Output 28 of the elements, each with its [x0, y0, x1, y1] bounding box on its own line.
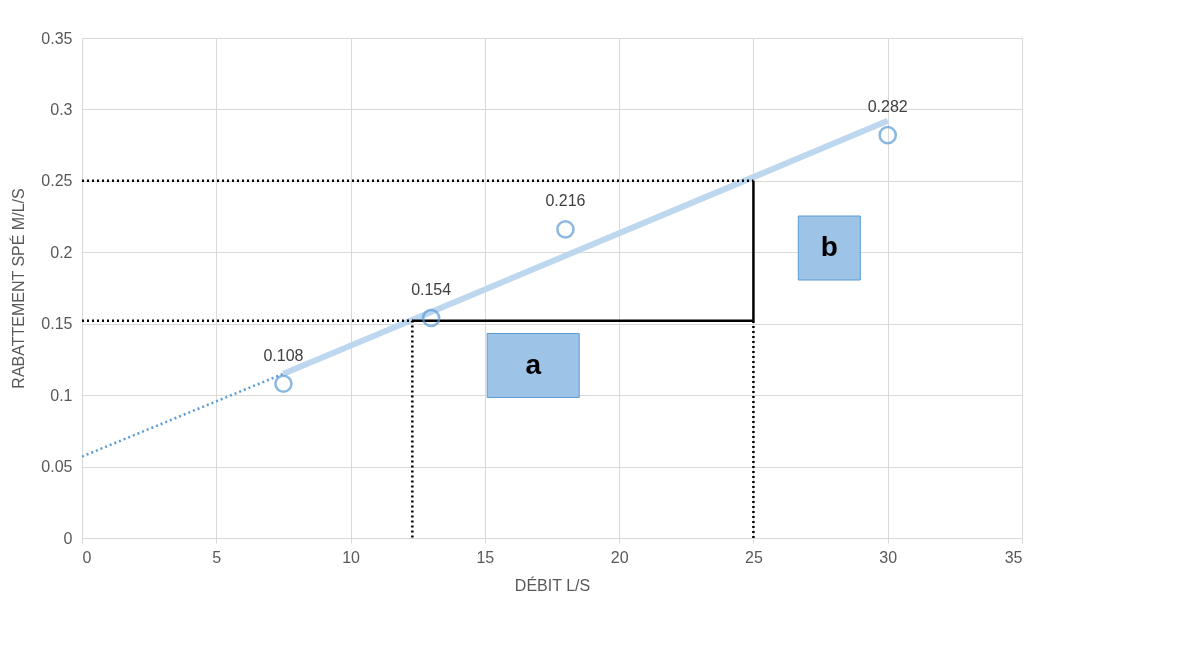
point — [878, 125, 898, 145]
y-tick-label: 0.3 — [50, 100, 73, 118]
point — [421, 308, 441, 328]
y-tick-label: 0.1 — [50, 386, 73, 404]
y-axis-title: RABATTEMENT SPÉ M/L/S — [9, 188, 28, 389]
x-tick-label: 35 — [1004, 548, 1023, 566]
y-tick-label: 0.05 — [41, 458, 73, 476]
point — [556, 220, 575, 239]
x-tick-label: 20 — [610, 548, 629, 566]
data-label: 0.154 — [411, 281, 452, 298]
data-label: 0.216 — [545, 192, 586, 210]
data-label: 0.108 — [263, 346, 304, 364]
point — [274, 374, 293, 394]
annotation: b — [820, 231, 838, 262]
x-axis-title: DÉBIT L/S — [514, 575, 591, 594]
annotation: a — [525, 348, 542, 380]
x-tick-label: 0 — [82, 548, 92, 566]
x-tick-label: 15 — [476, 548, 495, 566]
data-label: 0.282 — [867, 98, 908, 116]
x-tick-label: 5 — [212, 548, 222, 566]
y-tick-label: 0.25 — [41, 172, 73, 190]
x-tick-label: 25 — [745, 548, 763, 566]
y-tick-label: 0.35 — [41, 29, 73, 47]
y-tick-label: 0.15 — [41, 315, 73, 333]
x-tick-label: 10 — [342, 548, 361, 566]
x-tick-label: 30 — [879, 548, 898, 566]
y-tick-label: 0 — [63, 529, 73, 547]
y-tick-label: 0.2 — [50, 243, 73, 261]
